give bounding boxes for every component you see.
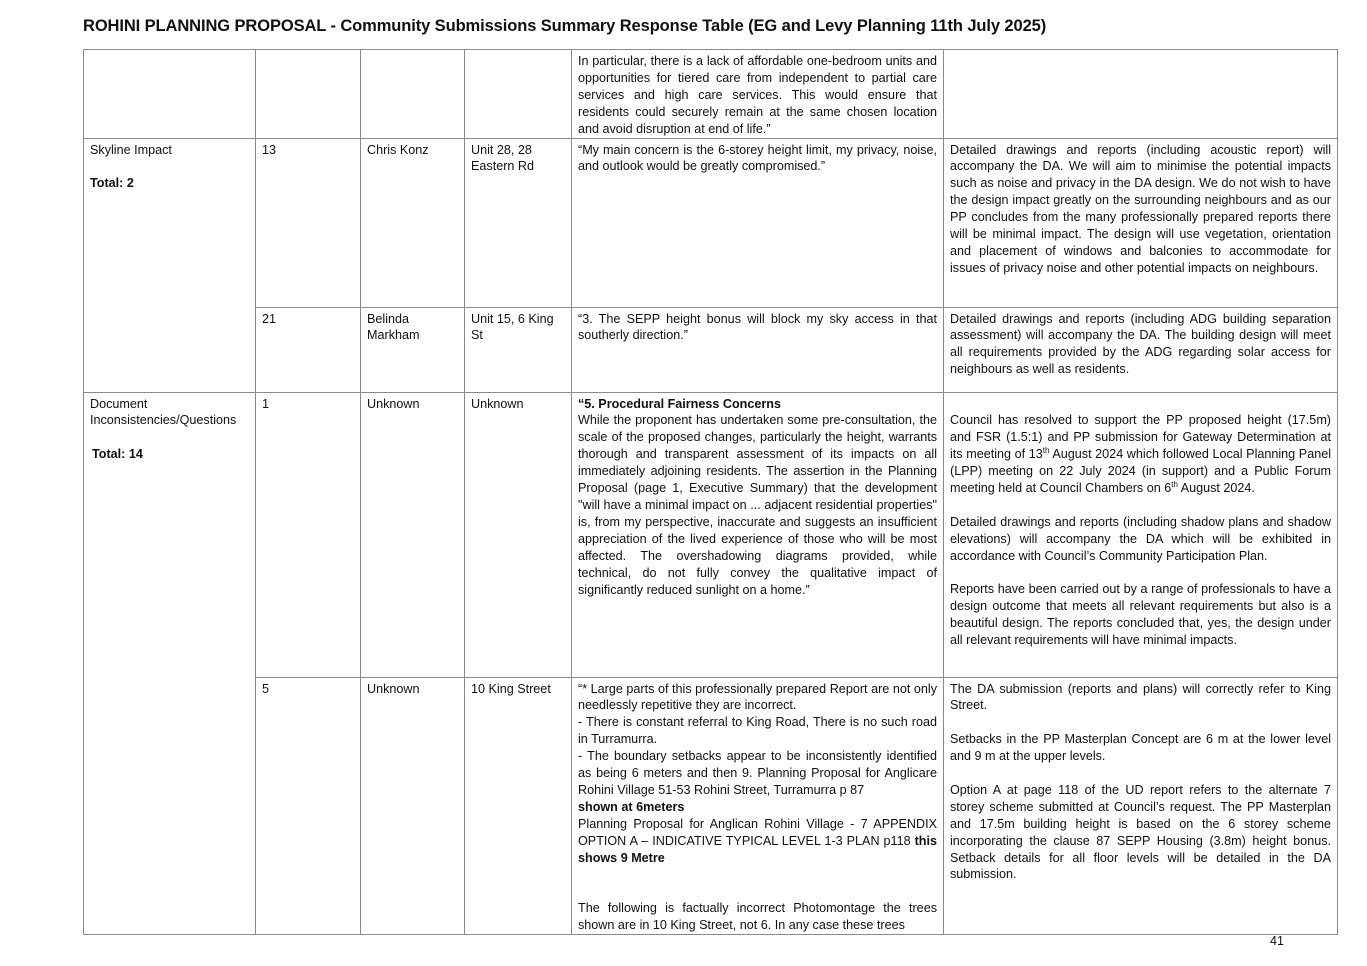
number-cell: 21 [255, 306, 361, 393]
submission-cell: “5. Procedural Fairness Concerns While t… [571, 391, 944, 678]
document-title: ROHINI PLANNING PROPOSAL - Community Sub… [83, 17, 1047, 35]
number-cell: 13 [255, 137, 361, 308]
submission-cell: “My main concern is the 6-storey height … [571, 137, 944, 308]
response-cell: Detailed drawings and reports (including… [943, 137, 1338, 308]
name-cell: Unknown [360, 676, 465, 936]
address-cell: Unit 15, 6 King St [464, 306, 572, 393]
table-row: 21 Belinda Markham Unit 15, 6 King St “3… [84, 306, 1338, 393]
table-row: Document Inconsistencies/Questions Total… [83, 391, 1338, 936]
issue-cell: Document Inconsistencies/Questions Total… [83, 391, 256, 936]
number-cell [255, 49, 361, 139]
issue-total: Total: 2 [90, 176, 134, 191]
issue-label: Skyline Impact [90, 142, 172, 157]
table-row: In particular, there is a lack of afford… [83, 49, 1338, 139]
response-cell: Council has resolved to support the PP p… [943, 391, 1338, 678]
response-cell: The DA submission (reports and plans) wi… [943, 676, 1338, 936]
submission-cell: In particular, there is a lack of afford… [571, 49, 944, 139]
name-cell: Unknown [360, 391, 465, 678]
submission-cell: “3. The SEPP height bonus will block my … [571, 306, 944, 393]
address-cell: 10 King Street [464, 676, 572, 936]
number-cell: 1 [255, 391, 361, 678]
issue-total: Total: 14 [92, 447, 143, 462]
page-number: 41 [1270, 934, 1284, 948]
address-cell [464, 49, 572, 139]
address-cell: Unit 28, 28 Eastern Rd [464, 137, 572, 308]
table-row: 5 Unknown 10 King Street “* Large parts … [84, 676, 1338, 936]
submission-cell: “* Large parts of this professionally pr… [571, 676, 944, 936]
submissions-table: In particular, there is a lack of afford… [83, 49, 1338, 936]
response-cell: Detailed drawings and reports (including… [943, 306, 1338, 393]
issue-label: Document Inconsistencies/Questions [90, 396, 237, 428]
table-row: Skyline Impact Total: 2 13 Chris Konz Un… [83, 137, 1338, 393]
address-cell: Unknown [464, 391, 572, 678]
number-cell: 5 [255, 676, 361, 936]
issue-cell: Skyline Impact Total: 2 [83, 137, 256, 393]
issue-cell [83, 49, 256, 139]
response-cell [943, 49, 1338, 139]
name-cell: Belinda Markham [360, 306, 465, 393]
name-cell [360, 49, 465, 139]
name-cell: Chris Konz [360, 137, 465, 308]
